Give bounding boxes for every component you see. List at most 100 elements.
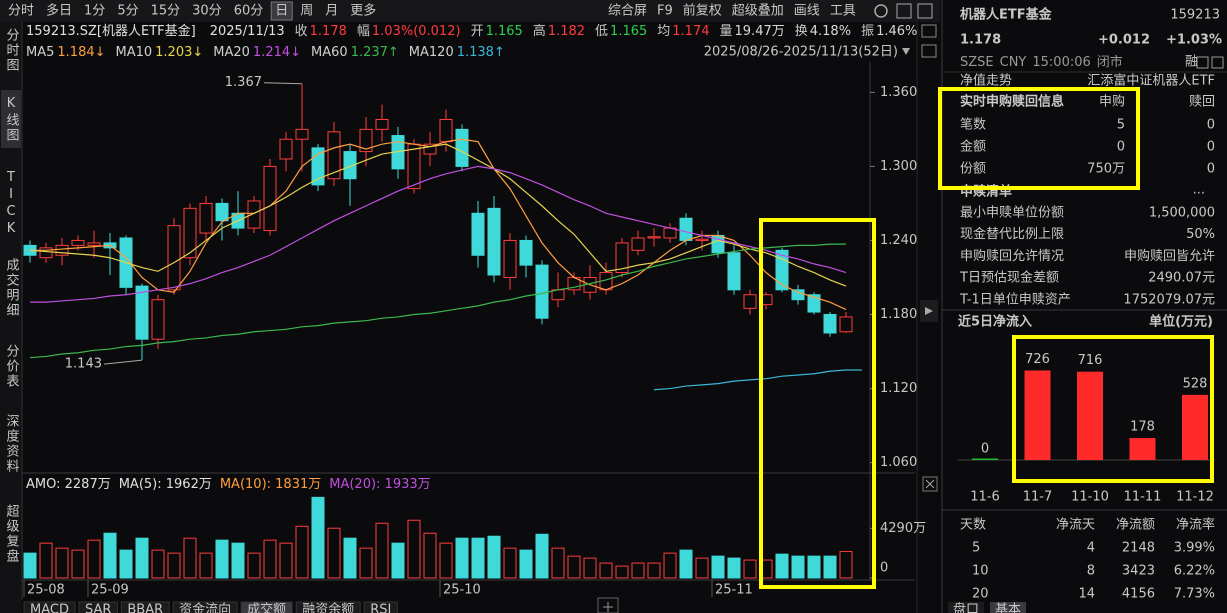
- value-label: 0: [981, 442, 989, 457]
- tool-button[interactable]: 工具: [830, 4, 856, 19]
- tool-button[interactable]: 超级叠加: [732, 4, 784, 19]
- status-item: 15:00:06: [1032, 55, 1090, 70]
- volume-bar: [215, 539, 229, 579]
- candle-body: [455, 128, 469, 167]
- y-tick-label: 1.060: [880, 455, 917, 470]
- ma-name: MA60: [311, 45, 348, 60]
- tab-add[interactable]: [597, 597, 619, 613]
- cell: 0: [1117, 140, 1125, 155]
- volume-bar: [71, 549, 85, 579]
- indicator-tab[interactable]: 融资余额: [302, 602, 354, 613]
- side-tab[interactable]: 分时图: [4, 28, 20, 73]
- column-header: 净流率: [1176, 517, 1215, 533]
- column-header: 净流额: [1116, 518, 1155, 533]
- tool-button[interactable]: 综合屏: [608, 4, 647, 19]
- volume-legend-item: AMO: 2287万: [26, 477, 111, 492]
- ma-value: 1.203↓: [155, 45, 203, 60]
- indicator-tab-bg: [120, 601, 170, 613]
- settings-icon[interactable]: [874, 4, 888, 18]
- period-tab[interactable]: 日: [275, 4, 288, 19]
- highlight-box: [1012, 335, 1214, 483]
- y-tick-label: 1.240: [880, 233, 917, 248]
- volume-bar: [55, 547, 69, 579]
- period-tab[interactable]: 更多: [350, 3, 376, 19]
- icon[interactable]: [921, 24, 937, 38]
- more-button[interactable]: ...: [1193, 183, 1205, 198]
- value-label: 726: [1025, 352, 1050, 367]
- side-tab[interactable]: 超级复盘: [4, 504, 20, 564]
- quote-label: 幅: [357, 24, 370, 39]
- date-range: 2025/08/26-2025/11/13(52日): [704, 45, 898, 60]
- row-label: 最小申赎单位份额: [960, 206, 1064, 221]
- row-label: 申购赎回允许情况: [960, 248, 1064, 264]
- indicator-tab[interactable]: SAR: [85, 603, 111, 613]
- icon[interactable]: [1211, 56, 1224, 69]
- side-tab-bg: [0, 22, 22, 613]
- column-header: 天数: [960, 518, 986, 533]
- side-tab[interactable]: K线图: [4, 96, 20, 143]
- close-button[interactable]: [922, 476, 938, 492]
- period-tab[interactable]: 5分: [117, 4, 138, 19]
- candle-body: [679, 217, 693, 241]
- volume-bar: [551, 547, 565, 579]
- quote-value: 1.165: [486, 24, 523, 39]
- quote-value: 19.47万: [735, 24, 785, 39]
- period-tab[interactable]: 15分: [151, 4, 181, 19]
- y-tick-label: 1.180: [880, 307, 917, 322]
- candle-body: [327, 131, 341, 180]
- inflow-bar: [1129, 438, 1156, 460]
- ma-name: MA5: [26, 45, 54, 60]
- tool-button[interactable]: F9: [657, 4, 673, 19]
- candle-body: [471, 212, 485, 256]
- value-label: 528: [1183, 376, 1208, 391]
- period-tab[interactable]: 分时: [8, 4, 34, 19]
- row-label: T日预估现金差额: [959, 270, 1059, 286]
- candle-body: [807, 294, 821, 313]
- cell: 8: [1087, 564, 1095, 579]
- volume-bar: [807, 555, 821, 579]
- indicator-tab[interactable]: RSI: [370, 603, 391, 613]
- indicator-tab[interactable]: BBAR: [127, 603, 163, 613]
- range-dropdown[interactable]: [902, 48, 910, 55]
- indicator-tab[interactable]: 成交额: [247, 602, 286, 613]
- volume-bar: [135, 537, 149, 579]
- cell: 0: [1207, 140, 1215, 155]
- window-icon[interactable]: [917, 3, 933, 19]
- window-icon[interactable]: [896, 3, 912, 19]
- candle-body: [71, 239, 85, 246]
- indicator-tab-bg: [363, 601, 398, 613]
- panel-tab[interactable]: 盘口: [953, 602, 979, 613]
- cell: 7.73%: [1174, 587, 1215, 602]
- period-tab[interactable]: 多日: [46, 3, 72, 19]
- side-tab[interactable]: 分价表: [4, 344, 20, 389]
- indicator-tab[interactable]: 资金流向: [179, 602, 231, 613]
- candle-body: [439, 118, 453, 143]
- period-tab[interactable]: 30分: [192, 4, 222, 19]
- period-tab[interactable]: 1分: [84, 4, 105, 19]
- ma-name: MA120: [409, 45, 454, 60]
- candle-body: [839, 316, 853, 333]
- indicator-tab[interactable]: MACD: [30, 603, 69, 613]
- period-tab[interactable]: 月: [325, 4, 338, 19]
- icon[interactable]: [921, 44, 937, 58]
- volume-bar: [487, 535, 501, 579]
- icon[interactable]: [1196, 56, 1209, 69]
- panel-tab-bg: [948, 602, 984, 613]
- tool-button[interactable]: 画线: [794, 4, 820, 19]
- quote-value: 1.178: [310, 24, 347, 39]
- side-tab[interactable]: TICK: [4, 170, 19, 238]
- toolbar-bg: [0, 0, 940, 22]
- side-tab[interactable]: 成交明细: [4, 258, 20, 318]
- period-tab[interactable]: 周: [300, 4, 313, 19]
- panel-tab[interactable]: 基本: [995, 603, 1021, 613]
- period-tab[interactable]: 60分: [234, 4, 264, 19]
- status-item: CNY: [1000, 55, 1027, 70]
- side-tab[interactable]: 深度资料: [4, 414, 20, 474]
- candle-body: [151, 299, 165, 340]
- column-header: 净流天: [1056, 518, 1095, 533]
- candle-body: [791, 289, 805, 301]
- tool-button[interactable]: 前复权: [683, 3, 722, 19]
- ma-value: 1.138↑: [457, 45, 505, 60]
- security-code: 159213: [1170, 8, 1220, 23]
- price-change: +0.012: [1098, 33, 1150, 48]
